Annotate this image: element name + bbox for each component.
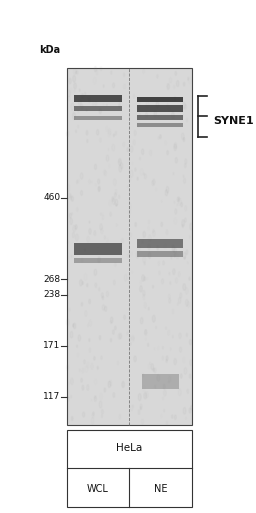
Text: NE: NE — [154, 484, 167, 494]
Bar — [74, 115, 122, 120]
Text: 268: 268 — [43, 275, 60, 284]
Bar — [74, 106, 122, 111]
Bar — [74, 95, 122, 102]
Bar — [137, 105, 183, 112]
Bar — [137, 239, 183, 248]
Text: 117: 117 — [43, 392, 60, 401]
Bar — [74, 258, 122, 263]
Text: 460: 460 — [43, 193, 60, 202]
Text: 171: 171 — [43, 341, 60, 350]
Text: HeLa: HeLa — [116, 443, 142, 453]
Text: SYNE1: SYNE1 — [214, 116, 254, 126]
Bar — [74, 243, 122, 255]
Text: kDa: kDa — [39, 45, 60, 55]
Bar — [67, 430, 191, 506]
Bar — [67, 68, 191, 425]
Text: 238: 238 — [43, 290, 60, 299]
Bar — [137, 123, 183, 127]
Bar — [137, 251, 183, 257]
Bar — [137, 115, 183, 120]
Bar — [142, 374, 179, 389]
Text: WCL: WCL — [87, 484, 109, 494]
Bar — [137, 96, 183, 102]
